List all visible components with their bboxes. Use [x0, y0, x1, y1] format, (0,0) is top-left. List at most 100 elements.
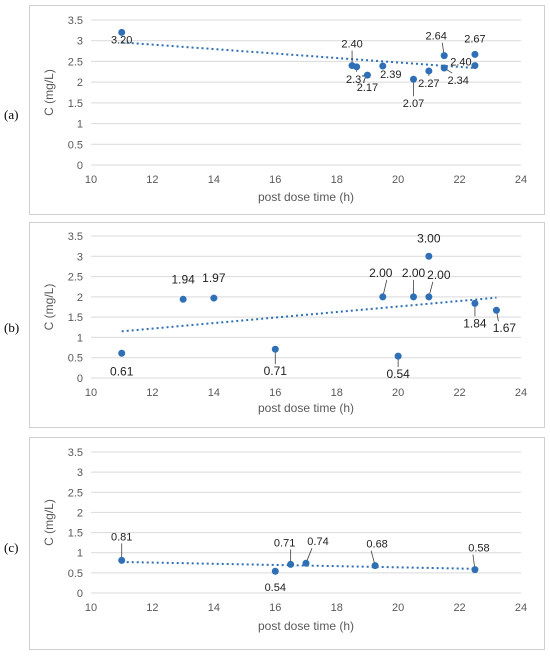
data-point: [302, 559, 310, 567]
x-tick-label: 10: [85, 174, 97, 186]
x-tick-label: 16: [269, 174, 281, 186]
data-label: 3.00: [417, 231, 441, 245]
y-tick-label: 3.5: [68, 15, 83, 27]
x-tick-label: 22: [453, 602, 465, 614]
data-point: [271, 567, 279, 575]
data-point: [118, 556, 126, 564]
data-label: 0.54: [386, 367, 410, 381]
trendline: [121, 560, 475, 570]
data-point: [425, 293, 433, 301]
y-tick-label: 2.5: [68, 56, 83, 68]
data-label: 2.00: [369, 266, 393, 280]
data-label: 2.34: [448, 75, 469, 87]
y-axis-title: C (mg/L): [42, 499, 56, 546]
x-tick-label: 14: [208, 387, 220, 399]
data-point: [379, 293, 387, 301]
data-label: 2.00: [427, 268, 451, 282]
data-point: [425, 67, 433, 75]
y-tick-label: 2.5: [68, 487, 83, 499]
y-tick-label: 3.5: [68, 447, 83, 459]
x-axis-title: post dose time (h): [258, 190, 354, 204]
x-tick-label: 14: [208, 174, 220, 186]
y-tick-label: 2.5: [68, 272, 83, 284]
x-axis-title: post dose time (h): [258, 619, 354, 633]
y-tick-label: 1: [77, 548, 83, 560]
data-label: 0.61: [110, 364, 134, 378]
data-label: 2.39: [380, 69, 401, 81]
y-tick-label: 3: [77, 36, 83, 48]
data-label: 0.54: [265, 582, 286, 594]
data-label: 0.71: [264, 364, 288, 378]
data-label: 0.71: [274, 537, 295, 549]
panel-b-label: (b): [4, 320, 20, 335]
data-label: 2.67: [464, 33, 485, 45]
y-tick-label: 0: [77, 588, 83, 600]
y-axis-title: C (mg/L): [42, 69, 56, 116]
data-point: [471, 566, 479, 574]
data-label: 2.17: [357, 82, 378, 94]
data-label: 1.67: [493, 321, 517, 335]
data-point: [287, 560, 295, 568]
y-tick-label: 0: [77, 373, 83, 385]
data-point: [371, 562, 379, 570]
x-tick-label: 18: [331, 174, 343, 186]
x-tick-label: 12: [146, 174, 158, 186]
y-tick-label: 0.5: [68, 568, 83, 580]
y-tick-label: 3.5: [68, 231, 83, 243]
data-label: 2.40: [450, 57, 471, 69]
data-point: [410, 75, 417, 83]
data-point: [210, 294, 218, 302]
data-label: 2.07: [403, 98, 424, 110]
panel-a-label: (a): [4, 107, 19, 122]
data-label: 2.00: [402, 266, 426, 280]
data-label: 0.68: [366, 539, 387, 551]
data-point: [353, 63, 361, 71]
data-label: 3.20: [111, 34, 132, 46]
chart-a: 0 0.5 1 1.5 2 2.5 3 3.5 10 12 14 16 18 20 22 24 post dos…: [42, 15, 527, 204]
chart-b: 0 0.5 1 1.5 2 2.5 3 3.5 10 12 14 16 18 20 22 24 post dos…: [42, 231, 527, 415]
data-point: [492, 306, 500, 314]
data-point: [440, 64, 448, 72]
x-tick-label: 20: [392, 387, 404, 399]
chart-c: 0 0.5 1 1.5 2 2.5 3 3.5 10 12 14 16 18 20 22 24 post dos…: [42, 447, 527, 633]
x-tick-label: 24: [515, 387, 527, 399]
data-label: 2.37: [346, 74, 367, 86]
x-axis-title: post dose time (h): [258, 401, 354, 415]
x-tick-label: 24: [515, 174, 527, 186]
data-point: [179, 295, 187, 303]
data-label: 0.74: [307, 536, 328, 548]
data-label: 2.40: [341, 39, 362, 51]
y-tick-label: 1.5: [68, 528, 83, 540]
x-tick-label: 20: [392, 602, 404, 614]
data-point: [118, 349, 126, 357]
data-point: [471, 299, 479, 307]
data-label: 2.64: [426, 31, 447, 43]
data-point: [394, 352, 402, 360]
x-tick-label: 10: [85, 602, 97, 614]
x-tick-label: 18: [331, 602, 343, 614]
y-tick-label: 1.5: [68, 98, 83, 110]
x-tick-label: 12: [146, 602, 158, 614]
x-tick-label: 24: [515, 602, 527, 614]
data-point: [118, 28, 126, 36]
x-tick-label: 20: [392, 174, 404, 186]
y-tick-label: 1: [77, 119, 83, 131]
data-label: 0.81: [111, 531, 132, 543]
y-tick-label: 0.5: [68, 353, 83, 365]
x-tick-label: 16: [269, 387, 281, 399]
y-tick-label: 2: [77, 507, 83, 519]
y-tick-label: 3: [77, 467, 83, 479]
trendline: [121, 41, 476, 70]
data-point: [363, 71, 371, 79]
y-tick-label: 2: [77, 77, 83, 89]
data-point: [440, 52, 448, 60]
data-label: 1.97: [202, 271, 226, 285]
trendline: [121, 296, 497, 333]
data-label: 1.84: [463, 316, 487, 330]
data-point: [471, 50, 479, 58]
data-point: [471, 62, 479, 70]
y-axis-title: C (mg/L): [42, 284, 56, 331]
data-label: 1.94: [171, 272, 195, 286]
data-label: 2.27: [418, 78, 439, 90]
data-point: [271, 345, 279, 353]
